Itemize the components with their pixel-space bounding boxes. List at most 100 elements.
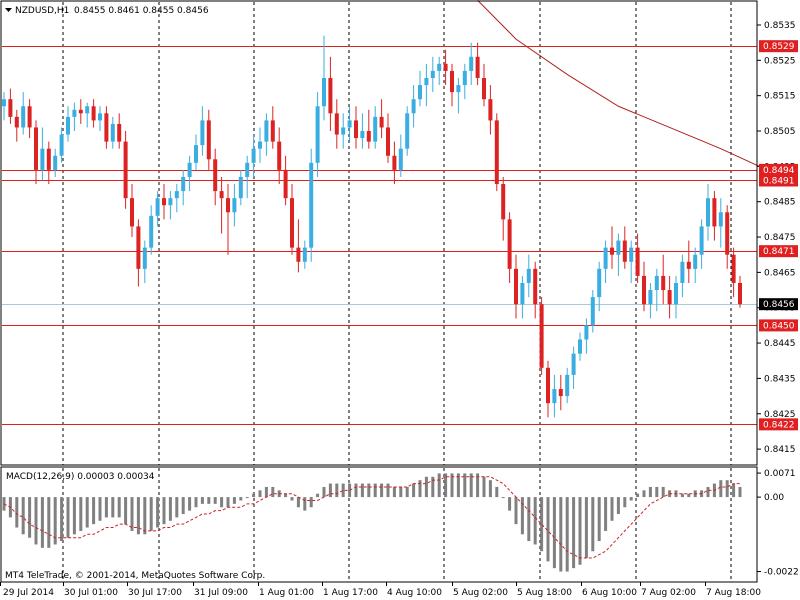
candle-body-68 <box>437 63 442 71</box>
macd-bar-77 <box>495 486 499 498</box>
candle-body-12 <box>78 109 83 114</box>
candle-body-31 <box>200 120 205 146</box>
macd-bar-92 <box>591 497 595 552</box>
macd-bar-90 <box>578 497 582 565</box>
candle-body-67 <box>430 70 435 78</box>
candle-body-41 <box>264 120 269 142</box>
macd-bar-76 <box>488 480 492 498</box>
level-tag-label-0: 0.8529 <box>763 42 795 52</box>
macd-bar-84 <box>540 497 544 552</box>
candle-body-6 <box>40 148 45 170</box>
candle-body-18 <box>117 123 122 142</box>
macd-bar-53 <box>341 483 345 498</box>
macd-bar-6 <box>40 497 44 548</box>
candle-body-11 <box>72 109 77 117</box>
candle-body-9 <box>59 134 64 156</box>
candle-body-64 <box>411 99 416 114</box>
macd-bar-50 <box>322 486 326 498</box>
macd-bar-59 <box>380 483 384 498</box>
macd-bar-40 <box>258 490 262 498</box>
candle-body-104 <box>667 290 672 305</box>
macd-bar-62 <box>399 486 403 498</box>
candle-body-97 <box>622 240 627 262</box>
candle-body-13 <box>85 106 90 114</box>
macd-bar-100 <box>642 490 646 498</box>
footer-copyright: MT4 TeleTrade, © 2001-2014, MetaQuotes S… <box>5 571 265 581</box>
macd-bar-48 <box>309 497 313 508</box>
level-tag-bg-1 <box>759 163 798 176</box>
macd-bar-73 <box>469 473 473 498</box>
time-axis: 29 Jul 2014 30 Jul 01:00 30 Jul 17:00 31 Ju… <box>0 582 761 598</box>
candle-body-65 <box>418 85 422 100</box>
candle-body-24 <box>155 198 160 216</box>
y-tick-label-1: 0.8525 <box>764 56 796 66</box>
level-tag-bg-2 <box>759 174 798 187</box>
y-tick-label-5: 0.8485 <box>764 198 796 208</box>
macd-bar-81 <box>520 497 524 535</box>
candlesticks <box>2 35 742 418</box>
candle-body-108 <box>693 254 698 269</box>
macd-bar-115 <box>738 486 742 498</box>
candle-body-50 <box>322 77 326 107</box>
candle-body-35 <box>226 198 230 213</box>
candle-body-36 <box>232 198 237 213</box>
candle-body-4 <box>27 106 32 128</box>
macd-bar-99 <box>636 493 640 498</box>
macd-bar-114 <box>732 483 736 498</box>
candle-body-34 <box>219 191 224 199</box>
macd-bar-75 <box>482 476 486 498</box>
candle-body-16 <box>104 113 109 142</box>
candle-body-20 <box>130 198 134 227</box>
candle-body-55 <box>354 120 358 139</box>
macd-bar-13 <box>85 497 89 528</box>
candle-body-106 <box>680 261 685 283</box>
macd-bar-29 <box>188 497 192 511</box>
candle-body-42 <box>270 120 275 142</box>
level-tag-bg-5 <box>759 418 798 431</box>
macd-bar-46 <box>296 497 300 508</box>
candle-body-14 <box>91 106 96 121</box>
macd-bar-110 <box>706 486 710 498</box>
macd-bar-80 <box>514 497 518 525</box>
x-tick-label-8: 5 Aug 18:00 <box>517 588 572 598</box>
macd-bar-65 <box>418 480 422 498</box>
candle-body-25 <box>162 198 166 206</box>
candle-body-2 <box>14 116 19 128</box>
macd-bar-67 <box>431 476 435 498</box>
macd-panel <box>2 473 742 572</box>
candle-body-85 <box>546 367 550 404</box>
macd-bar-19 <box>124 497 128 525</box>
candle-body-52 <box>334 113 339 135</box>
macd-bar-89 <box>572 497 576 569</box>
level-tag-bg-3 <box>759 245 798 258</box>
macd-bar-7 <box>47 497 51 548</box>
macd-bar-86 <box>552 497 556 569</box>
x-tick-label-3: 31 Jul 09:00 <box>194 588 248 598</box>
y-tick-label-10: 0.8435 <box>764 374 796 384</box>
macd-bar-54 <box>348 483 352 498</box>
macd-bar-33 <box>213 497 217 504</box>
macd-bar-52 <box>335 483 339 498</box>
ohlc-values: 0.8455 0.8461 0.8455 0.8456 <box>74 6 209 16</box>
macd-bar-21 <box>136 497 140 535</box>
candle-body-105 <box>674 282 678 305</box>
y-tick-label-12: 0.8415 <box>764 445 796 455</box>
candle-body-114 <box>731 254 736 283</box>
candle-body-73 <box>469 56 474 71</box>
candle-body-51 <box>328 77 333 114</box>
candle-body-46 <box>296 247 301 262</box>
macd-bar-94 <box>604 497 608 531</box>
macd-bar-79 <box>508 497 512 511</box>
moving-average <box>477 0 785 178</box>
macd-bar-16 <box>104 497 108 518</box>
candle-body-0 <box>2 99 6 107</box>
candle-body-83 <box>533 268 538 305</box>
macd-bar-101 <box>648 486 652 498</box>
macd-bar-69 <box>444 473 448 498</box>
x-tick-label-9: 6 Aug 10:00 <box>582 588 637 598</box>
candle-body-84 <box>539 304 544 368</box>
macd-bar-93 <box>597 497 601 542</box>
candle-body-28 <box>181 176 186 192</box>
candle-body-10 <box>66 116 70 135</box>
